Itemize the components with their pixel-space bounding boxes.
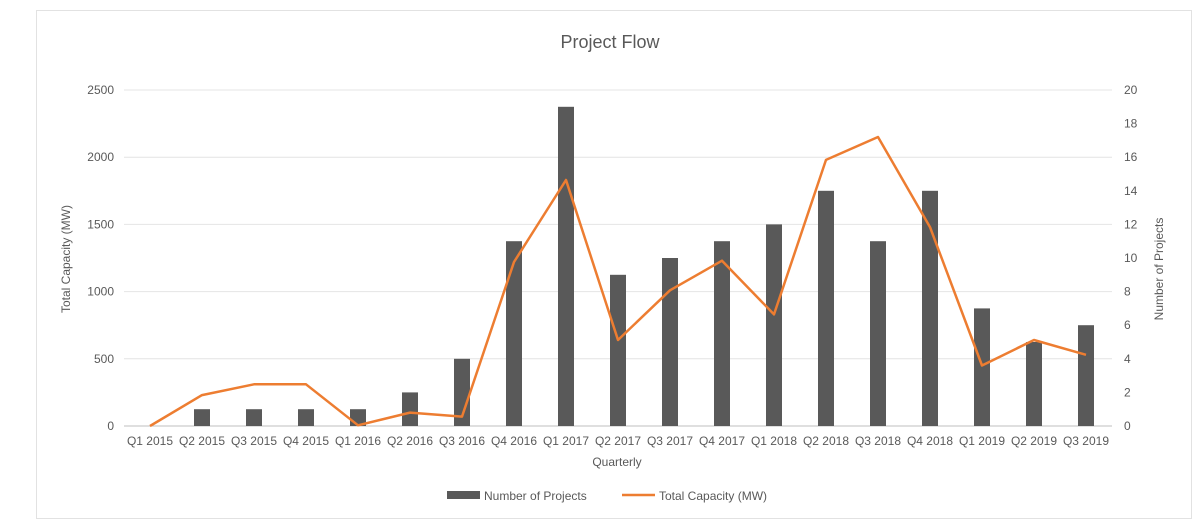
right-tick-label: 18 [1124, 117, 1138, 131]
right-tick-label: 16 [1124, 150, 1138, 164]
x-tick-label: Q2 2015 [179, 434, 225, 448]
x-tick-label: Q1 2019 [959, 434, 1005, 448]
legend-swatch-number-of-projects [447, 491, 480, 499]
bar [454, 358, 470, 426]
x-tick-label: Q2 2019 [1011, 434, 1057, 448]
right-tick-label: 4 [1124, 352, 1131, 366]
bar [974, 308, 990, 426]
bar [506, 241, 522, 426]
bar [1078, 325, 1094, 426]
x-axis-title: Quarterly [592, 455, 641, 469]
bar [818, 190, 834, 426]
bar [714, 241, 730, 426]
right-tick-label: 12 [1124, 217, 1138, 231]
bar [922, 190, 938, 426]
line-series-total-capacity [149, 135, 1087, 428]
left-tick-label: 1500 [87, 217, 114, 231]
x-tick-label: Q4 2017 [699, 434, 745, 448]
x-tick-label: Q1 2016 [335, 434, 381, 448]
bar [610, 274, 626, 426]
project-flow-chart: Project Flow 0 500 1000 1500 2000 2500 0 2 4 6 8 1… [59, 32, 1166, 503]
bar [194, 409, 210, 426]
bar-series-number-of-projects [194, 106, 1094, 427]
left-tick-label: 2500 [87, 83, 114, 97]
left-tick-label: 500 [94, 352, 114, 366]
x-tick-label: Q3 2016 [439, 434, 485, 448]
x-axis-ticks: Q1 2015 Q2 2015 Q3 2015 Q4 2015 Q1 2016 Q2 20… [127, 434, 1109, 448]
bar [662, 258, 678, 426]
x-tick-label: Q1 2017 [543, 434, 589, 448]
x-tick-label: Q2 2017 [595, 434, 641, 448]
x-tick-label: Q3 2018 [855, 434, 901, 448]
legend-label-total-capacity: Total Capacity (MW) [659, 489, 767, 503]
bar [246, 409, 262, 426]
x-tick-label: Q3 2017 [647, 434, 693, 448]
right-tick-label: 8 [1124, 285, 1131, 299]
right-axis-ticks: 0 2 4 6 8 10 12 14 16 18 20 [1124, 83, 1138, 433]
x-tick-label: Q2 2016 [387, 434, 433, 448]
bar [870, 241, 886, 426]
right-axis-title: Number of Projects [1152, 218, 1166, 321]
right-tick-label: 6 [1124, 318, 1131, 332]
x-tick-label: Q1 2018 [751, 434, 797, 448]
left-axis-title: Total Capacity (MW) [59, 205, 73, 313]
right-tick-label: 0 [1124, 419, 1131, 433]
right-tick-label: 20 [1124, 83, 1138, 97]
chart-title: Project Flow [560, 32, 660, 52]
right-tick-label: 10 [1124, 251, 1138, 265]
x-tick-label: Q2 2018 [803, 434, 849, 448]
chart-frame: Project Flow 0 500 1000 1500 2000 2500 0 2 4 6 8 1… [36, 10, 1192, 519]
capacity-line [149, 135, 1087, 428]
bar [402, 392, 418, 426]
x-tick-label: Q4 2016 [491, 434, 537, 448]
left-axis-ticks: 0 500 1000 1500 2000 2500 [87, 83, 114, 433]
x-tick-label: Q4 2015 [283, 434, 329, 448]
bar [558, 106, 574, 427]
bar [1026, 342, 1042, 426]
x-tick-label: Q3 2015 [231, 434, 277, 448]
bar [298, 409, 314, 426]
right-tick-label: 14 [1124, 184, 1138, 198]
legend: Number of Projects Total Capacity (MW) [447, 489, 767, 503]
x-tick-label: Q3 2019 [1063, 434, 1109, 448]
left-tick-label: 2000 [87, 150, 114, 164]
left-tick-label: 1000 [87, 285, 114, 299]
left-tick-label: 0 [107, 419, 114, 433]
legend-label-number-of-projects: Number of Projects [484, 489, 587, 503]
bar [766, 224, 782, 426]
x-tick-label: Q1 2015 [127, 434, 173, 448]
right-tick-label: 2 [1124, 385, 1131, 399]
x-tick-label: Q4 2018 [907, 434, 953, 448]
